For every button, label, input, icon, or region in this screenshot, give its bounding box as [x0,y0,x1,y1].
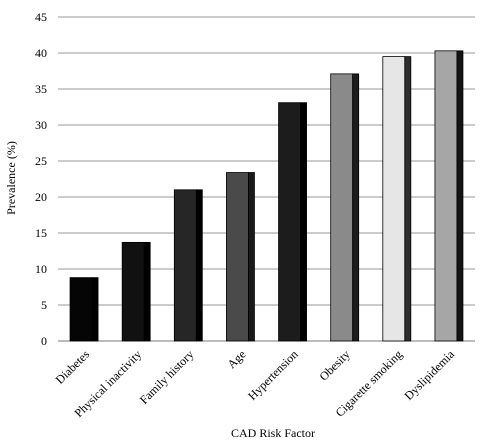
bar [278,102,307,342]
bar-side [352,73,360,342]
bar-side [404,56,412,342]
y-tick-label: 0 [41,334,47,348]
bar [226,172,255,342]
y-axis-title: Prevalence (%) [4,141,18,215]
bar-face [434,50,458,342]
y-tick-label: 10 [35,262,47,276]
bar-side [300,102,307,342]
bar-side [248,172,255,342]
bar-side [143,241,151,342]
y-tick-label: 30 [35,118,47,132]
bar-face [382,56,406,342]
gridlines [58,16,475,342]
bar [69,277,99,342]
bar-face [121,241,145,342]
x-category-label: Obesity [317,347,353,383]
bar-side [195,189,203,342]
y-tick-label: 45 [35,10,47,24]
bar [434,50,464,342]
bar-side [91,277,99,342]
bar-face [226,172,249,342]
y-tick-label: 40 [35,46,47,60]
x-category-label: Family history [137,347,197,407]
bar-face [330,73,354,342]
bar [173,189,203,342]
x-category-label: Diabetes [53,347,93,387]
y-tick-label: 20 [35,190,47,204]
bar [382,56,412,342]
y-axis-ticks: 0 5 10 15 20 25 30 35 40 45 [35,10,47,348]
bar [121,241,151,342]
bars [69,50,464,342]
bar-face [173,189,197,342]
x-category-label: Dyslipidemia [401,347,457,403]
bar-side [456,50,464,342]
y-tick-label: 5 [41,298,47,312]
y-tick-label: 35 [35,82,47,96]
y-tick-label: 25 [35,154,47,168]
y-tick-label: 15 [35,226,47,240]
x-axis-title: CAD Risk Factor [231,426,315,440]
bar [330,73,360,342]
bar-face [278,102,301,342]
bar-face [69,277,93,342]
x-category-label: Hypertension [245,347,301,403]
x-category-label: Age [225,347,249,371]
